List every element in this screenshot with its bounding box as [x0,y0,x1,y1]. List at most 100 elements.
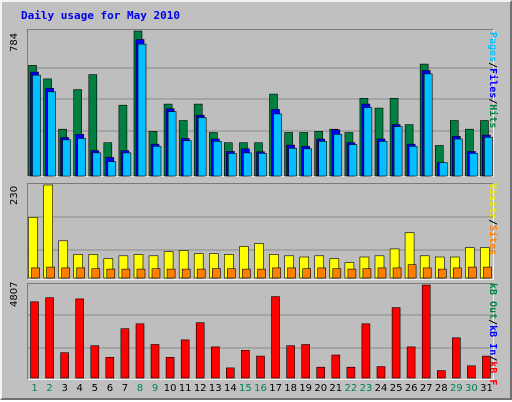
kbf-bar [165,356,175,379]
pages-bar [107,161,117,177]
x-tick-label: 14 [224,383,237,394]
visits-bar [43,184,53,279]
kbf-bar [120,328,130,379]
pages-bar [92,152,102,177]
pages-bar [288,148,297,177]
pages-bar [167,111,177,177]
x-tick-label: 8 [136,383,144,394]
kbf-bar [30,301,39,379]
sites-bar [227,268,236,279]
kbf-bar [105,356,115,379]
sites-bar [437,268,447,279]
x-tick-label: 19 [299,383,313,394]
x-tick-label: 25 [389,383,403,394]
kbf-bar [331,354,341,379]
pages-bar [423,73,433,177]
x-tick-label: 29 [450,383,463,394]
pages-bar [469,153,478,177]
kbf-bar [436,370,446,379]
x-tick-label: 26 [404,383,418,394]
sites-bar [468,266,477,279]
pages-bar [363,107,373,177]
kbf-bar [241,349,250,379]
kbf-bar [467,365,476,379]
pages-bar [77,138,86,177]
x-tick-label: 24 [374,383,388,394]
x-tick-label: 9 [151,383,159,394]
x-axis-labels: 1 2 3 4 5 6 7 8 9 10 11 12 13 14 15 16 17 18 19 20 21 22 23 24 2… [2,383,512,397]
sites-bar [483,266,492,279]
x-tick-label: 30 [465,383,478,394]
sites-bar [91,268,101,279]
x-tick-label: 23 [359,383,373,394]
sites-bar [347,268,357,279]
sites-bar [212,268,221,279]
pages-bar [32,74,41,177]
kbf-bar [346,366,356,379]
pages-bar [62,139,71,177]
sites-bar [272,267,281,279]
pages-bar [258,153,267,177]
pages-bar [243,152,252,177]
kbf-bar [60,352,69,379]
sites-bar [46,266,55,279]
sites-bar [61,267,70,279]
kbf-bar [421,284,431,379]
pages-bar [438,162,448,177]
x-tick-label: 7 [121,383,129,394]
kbf-bar [316,366,326,379]
kbf-bar [376,366,386,379]
sites-bar [392,267,402,279]
kbf-bar [45,297,54,379]
kbf-bar [135,323,145,379]
kbf-bar [226,367,235,379]
sites-bar [242,268,251,279]
kbf-bar [195,322,205,379]
sites-bar [332,268,342,279]
pages-bar [137,43,147,177]
pages-bar [408,146,418,177]
kbf-bar [90,345,100,379]
kbf-bar [150,344,160,379]
kbf-bar [361,323,371,379]
pages-bar [273,113,282,177]
kbf-bar [75,298,84,379]
chart-title: Daily usage for May 2010 [21,9,180,22]
sites-bar [257,268,266,279]
x-tick-label: 11 [178,383,192,394]
x-tick-label: 12 [193,383,207,394]
kbf-bar [180,339,190,379]
x-tick-label: 5 [91,383,98,394]
pages-bar [318,141,328,177]
sites-bar [121,268,131,279]
x-tick-label: 13 [208,383,222,394]
kbf-bar [271,296,280,379]
sites-bar [302,268,312,279]
sites-bar [151,268,161,279]
sites-bar [362,268,372,279]
sites-bar [76,267,85,279]
kbf-bar [301,344,311,379]
x-tick-label: 2 [46,383,53,394]
sites-bar [317,267,327,279]
sites-bar [106,268,116,279]
pages-bar [197,117,207,177]
kbf-bar [406,346,416,379]
kbf-bar [286,345,295,379]
pages-bar [378,141,388,177]
kbf-bar [482,355,491,379]
x-tick-label: 22 [344,383,358,394]
sites-bar [377,267,387,279]
pages-bar [348,144,358,177]
sites-bar [31,267,40,279]
x-tick-label: 17 [269,383,282,394]
x-tick-label: 16 [254,383,267,394]
pages-bar [303,148,313,177]
kbf-bar [451,337,461,379]
sites-bar [181,268,191,279]
pages-bar [47,91,56,177]
pages-bar [213,141,222,177]
pages-bar [393,126,403,177]
pages-bar [122,152,132,177]
